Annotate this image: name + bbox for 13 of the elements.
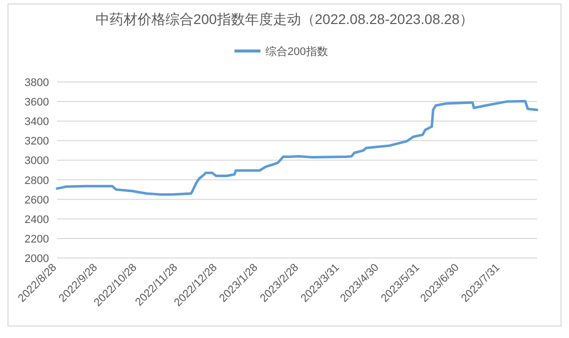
chart-title: 中药材价格综合200指数年度走动（2022.08.28-2023.08.28） <box>95 11 474 27</box>
y-tick-label: 2000 <box>24 253 49 265</box>
y-tick-label: 3600 <box>24 96 49 109</box>
y-tick-label: 2400 <box>24 214 49 226</box>
y-tick-label: 3200 <box>24 136 49 148</box>
y-tick-label: 2600 <box>24 194 49 206</box>
y-tick-label: 3800 <box>24 77 49 89</box>
y-tick-label: 2200 <box>24 233 49 246</box>
line-series <box>56 100 538 196</box>
y-tick-label: 3400 <box>24 116 49 128</box>
legend-label: 综合200指数 <box>266 45 328 58</box>
y-tick-label: 3000 <box>24 155 49 168</box>
y-tick-label: 2800 <box>24 174 49 187</box>
